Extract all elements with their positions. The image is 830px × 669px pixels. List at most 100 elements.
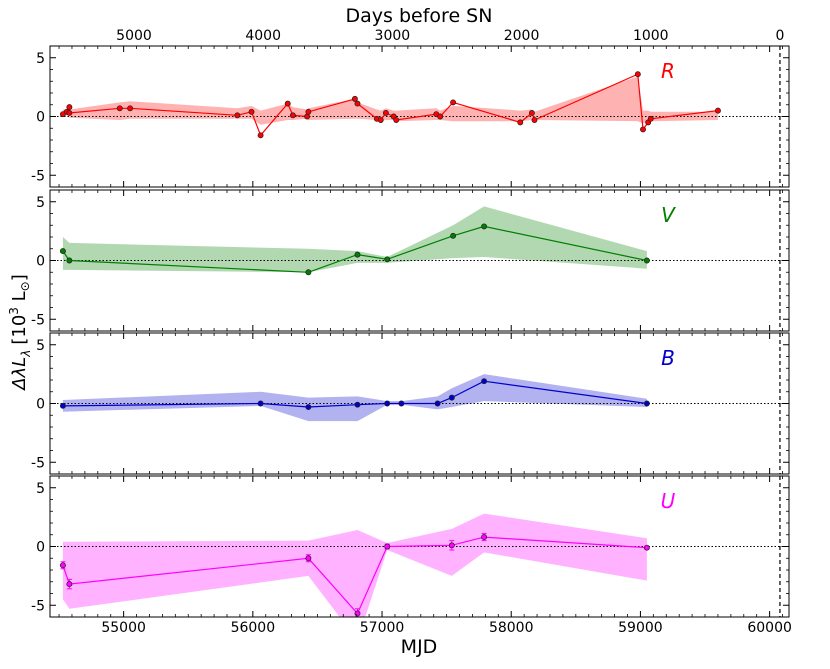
top-axis-label: Days before SN — [346, 5, 493, 27]
band-label: B — [661, 346, 675, 370]
y-axis-label: ΔλLλ [103 L⊙] — [7, 274, 33, 392]
data-point — [448, 394, 455, 401]
y-label-sun: ⊙ — [18, 281, 32, 291]
data-point — [450, 99, 457, 106]
y-label-sub: λ — [19, 350, 33, 358]
data-point — [437, 113, 444, 120]
data-point — [450, 232, 457, 239]
x-tick-label: 60000 — [747, 620, 792, 636]
data-point — [305, 108, 312, 115]
x-tick-label: 55000 — [101, 620, 146, 636]
data-point — [531, 117, 538, 123]
y-tick-label: -5 — [31, 312, 45, 328]
data-point — [127, 105, 134, 112]
top-axis-ticks: 5000 4000 3000 2000 1000 0 — [116, 28, 784, 44]
data-point — [643, 400, 650, 407]
y-tick-label: 5 — [36, 51, 45, 67]
top-tick-label: 5000 — [116, 28, 152, 44]
data-point — [354, 401, 361, 408]
data-point — [382, 110, 389, 116]
data-point — [481, 534, 488, 541]
uncertainty-band — [62, 206, 647, 273]
panel-plot-area — [50, 190, 789, 331]
top-tick-label: 4000 — [245, 28, 281, 44]
data-point — [284, 100, 291, 107]
y-label-main: ΔλL — [9, 357, 30, 392]
panel-v: -5 0 5 V — [31, 189, 790, 332]
data-point — [384, 256, 391, 263]
x-tick-label: 56000 — [231, 620, 276, 636]
y-tick-label: 0 — [36, 540, 45, 556]
data-point — [59, 402, 66, 409]
data-point — [481, 378, 488, 385]
top-tick-label: 2000 — [504, 28, 540, 44]
data-point — [434, 400, 441, 407]
y-label-tail: L — [9, 291, 30, 307]
data-point — [305, 555, 312, 562]
data-point — [305, 269, 312, 276]
panel-plot-area — [50, 476, 789, 617]
panel-u: -5 0 5 U — [31, 475, 790, 618]
data-point — [481, 223, 488, 230]
panel-r: -5 0 5 R — [31, 45, 790, 188]
data-point — [66, 257, 73, 264]
data-point — [517, 119, 524, 126]
data-point — [305, 404, 312, 410]
y-tick-label: 0 — [36, 254, 45, 270]
data-point — [384, 543, 391, 550]
x-tick-label: 58000 — [489, 620, 534, 636]
data-point — [384, 400, 391, 407]
uncertainty-band — [62, 76, 718, 125]
panel-plot-area — [50, 333, 789, 474]
y-tick-label: 0 — [36, 110, 45, 126]
bottom-axis-ticks: 55000 56000 57000 58000 59000 60000 — [101, 620, 792, 636]
data-point — [448, 542, 455, 549]
uncertainty-band — [62, 374, 647, 422]
y-tick-label: 5 — [36, 481, 45, 497]
data-point — [354, 610, 361, 617]
data-point — [634, 71, 641, 78]
band-label: U — [661, 489, 676, 513]
top-tick-label: 0 — [775, 28, 784, 44]
y-tick-label: -5 — [31, 455, 45, 471]
series-line — [62, 380, 647, 408]
data-point — [647, 115, 654, 122]
data-point — [528, 110, 535, 116]
data-point — [66, 581, 73, 588]
data-point — [643, 257, 650, 264]
data-point — [398, 400, 405, 407]
bottom-axis-label: MJD — [401, 636, 438, 658]
data-point — [59, 562, 66, 569]
y-tick-label: 5 — [36, 195, 45, 211]
y-tick-label: -5 — [31, 168, 45, 184]
data-point — [248, 108, 255, 115]
data-point — [354, 100, 361, 107]
band-label: V — [661, 203, 676, 227]
data-point — [643, 544, 650, 551]
data-point — [393, 117, 400, 123]
y-label-unit: [10 — [9, 315, 30, 345]
x-tick-label: 57000 — [360, 620, 405, 636]
data-point — [351, 95, 358, 102]
y-tick-label: 5 — [36, 338, 45, 354]
data-point — [289, 112, 296, 119]
y-tick-label: 0 — [36, 397, 45, 413]
data-point — [640, 126, 646, 133]
top-tick-label: 3000 — [375, 28, 411, 44]
data-point — [714, 107, 721, 114]
data-point — [257, 132, 264, 139]
y-label-end: ] — [9, 274, 30, 281]
series-line — [62, 225, 648, 273]
data-point — [116, 105, 123, 112]
y-tick-label: -5 — [31, 598, 45, 614]
series-line — [62, 536, 647, 615]
x-tick-label: 59000 — [618, 620, 663, 636]
band-label: R — [661, 59, 675, 83]
data-point — [377, 117, 384, 123]
data-point — [66, 110, 73, 116]
y-label-exp: 3 — [7, 307, 21, 315]
data-point — [257, 400, 264, 407]
data-point — [234, 112, 241, 119]
